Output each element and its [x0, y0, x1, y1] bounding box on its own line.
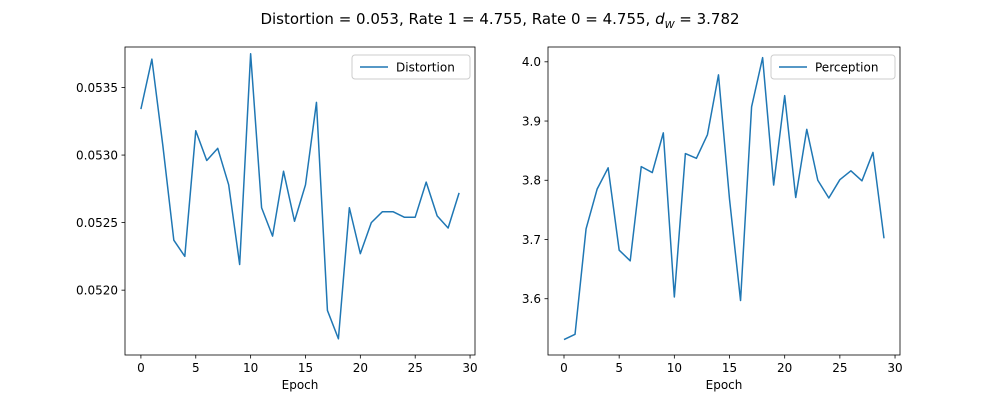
series-line-perception: [563, 56, 885, 341]
suptitle: Distortion = 0.053, Rate 1 = 4.755, Rate…: [260, 10, 739, 31]
legend: Distortion: [351, 54, 471, 80]
y-tick-label: 3.8: [522, 174, 541, 188]
y-tick-label: 3.9: [522, 114, 541, 128]
y-tick-label: 3.7: [522, 233, 541, 247]
x-tick-label: 10: [243, 361, 258, 375]
axes-1: 0 5 10 15 20 25 30 0.0520 0.0525 0.0530 0.0535 Epoc…: [76, 46, 478, 392]
series-line-distortion: [140, 53, 460, 340]
y-tick-label: 0.0530: [76, 148, 118, 162]
x-tick-label: 5: [192, 361, 200, 375]
x-tick-label: 5: [615, 361, 623, 375]
legend-label: Distortion: [396, 60, 455, 74]
legend-box: [351, 54, 471, 80]
y-tick-label: 0.0525: [76, 216, 118, 230]
legend-label: Perception: [815, 60, 878, 74]
axes-frame: [547, 46, 901, 356]
x-tick-label: 20: [353, 361, 368, 375]
x-tick-label: 0: [560, 361, 568, 375]
x-axis-label: Epoch: [706, 378, 743, 392]
x-tick-label: 15: [298, 361, 313, 375]
x-tick-label: 0: [137, 361, 145, 375]
y-tick-label: 4.0: [522, 55, 541, 69]
x-tick-label: 20: [777, 361, 792, 375]
x-tick-label: 15: [722, 361, 737, 375]
y-tick-label: 0.0520: [76, 283, 118, 297]
x-tick-label: 25: [832, 361, 847, 375]
legend: Perception: [770, 54, 896, 80]
x-tick-label: 10: [667, 361, 682, 375]
x-tick-label: 30: [462, 361, 477, 375]
x-tick-label: 25: [408, 361, 423, 375]
legend-box: [770, 54, 896, 80]
axes-2: 0 5 10 15 20 25 30 3.6 3.7 3.8 3.9 4.0 Epoch Percepti…: [522, 46, 903, 392]
x-axis-label: Epoch: [282, 378, 319, 392]
x-tick-label: 30: [887, 361, 902, 375]
y-tick-label: 0.0535: [76, 81, 118, 95]
y-tick-label: 3.6: [522, 292, 541, 306]
axes-frame: [124, 46, 476, 356]
